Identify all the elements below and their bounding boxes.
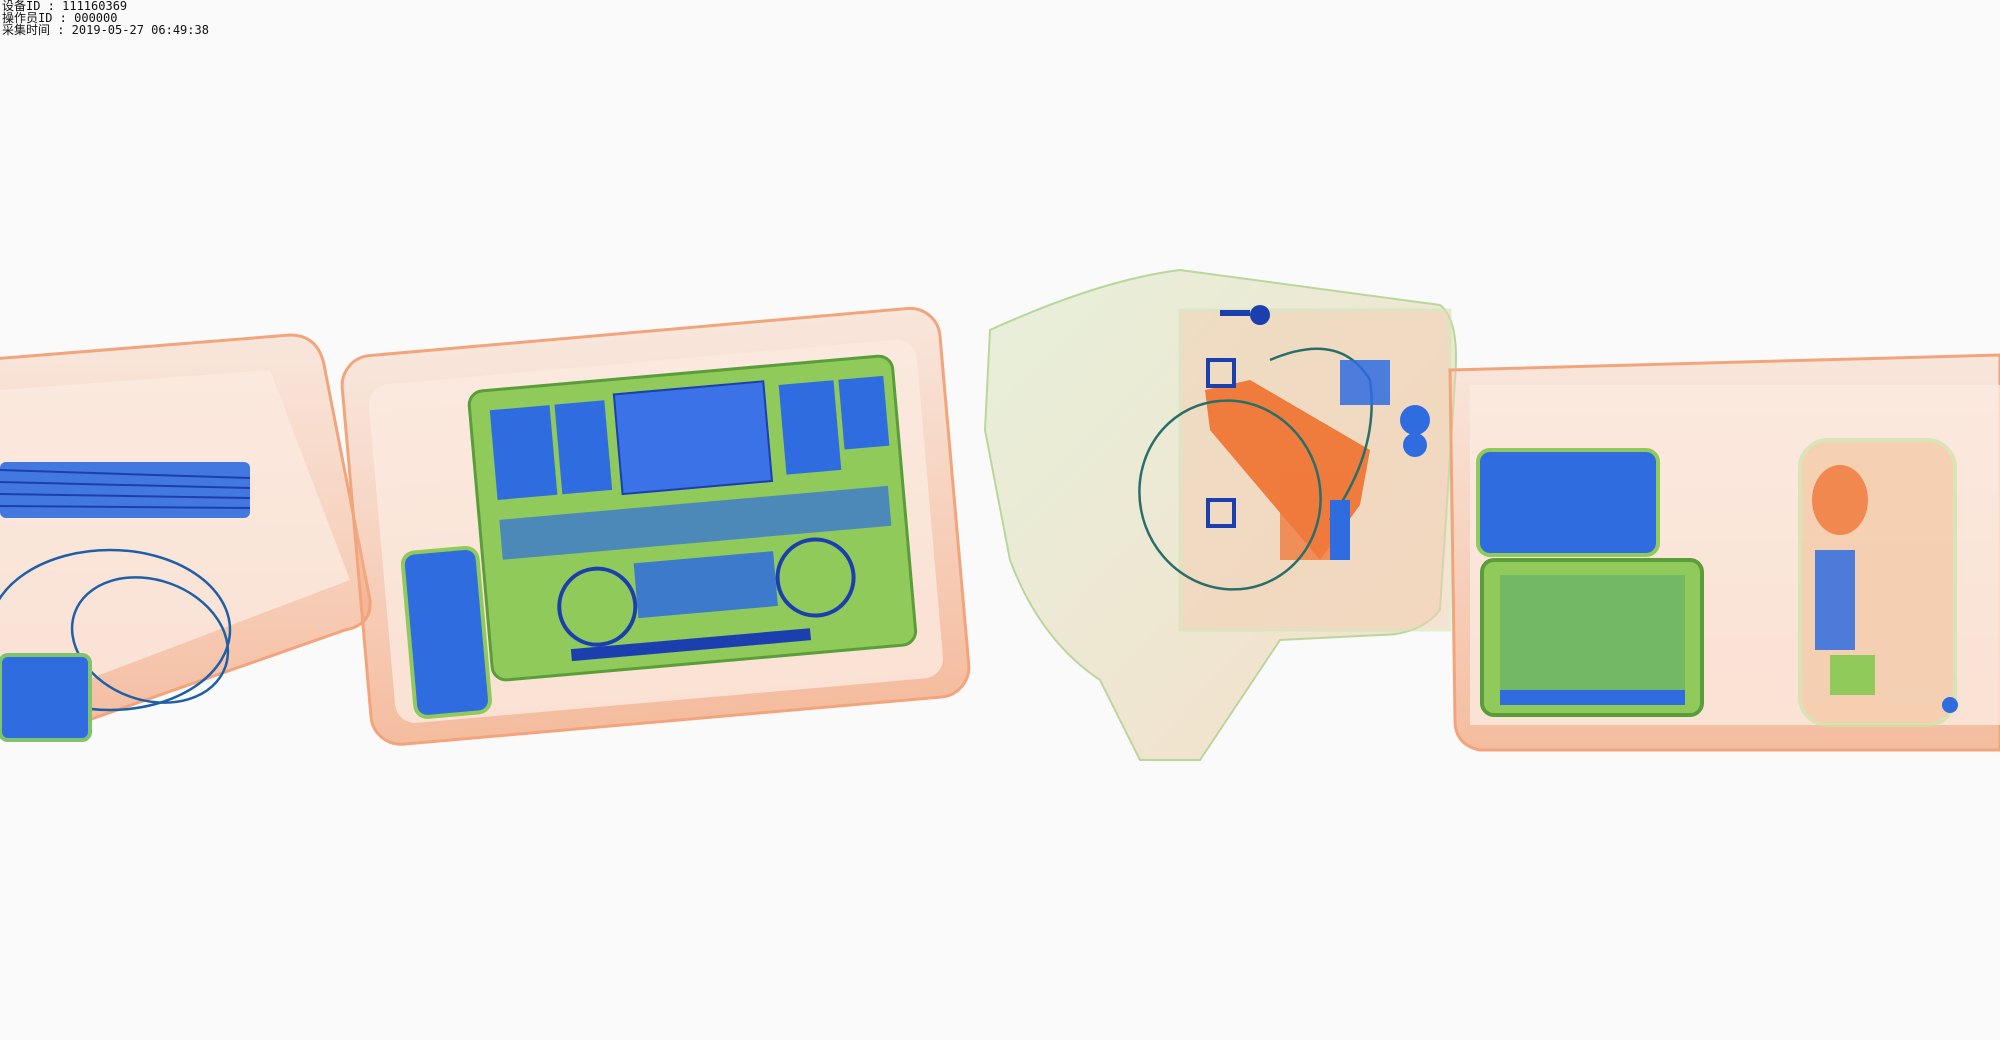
power-bank (0, 653, 92, 742)
keys (1220, 305, 1270, 325)
bin-2 (340, 306, 971, 746)
cable-bundle (0, 462, 251, 518)
tablet-small (1476, 448, 1660, 557)
laptop (467, 354, 918, 682)
bin-3 (1448, 353, 2000, 752)
charging-cable (0, 548, 232, 712)
phone (400, 545, 492, 719)
pouch (1798, 438, 1958, 727)
device-id-label: 设备ID : 111160369 (2, 0, 128, 13)
electronics-cluster (1330, 360, 1430, 560)
backpack (983, 268, 1457, 761)
tablet-large (1480, 558, 1704, 717)
operator-id-label: 操作员ID : 000000 (2, 11, 118, 25)
bin-1 (0, 333, 372, 742)
capture-time-label: 采集时间 : 2019-05-27 06:49:38 (2, 23, 209, 37)
scan-info-overlay: 设备ID : 111160369 操作员ID : 000000 采集时间 : 2… (2, 0, 209, 36)
metal-clips (1206, 358, 1236, 528)
